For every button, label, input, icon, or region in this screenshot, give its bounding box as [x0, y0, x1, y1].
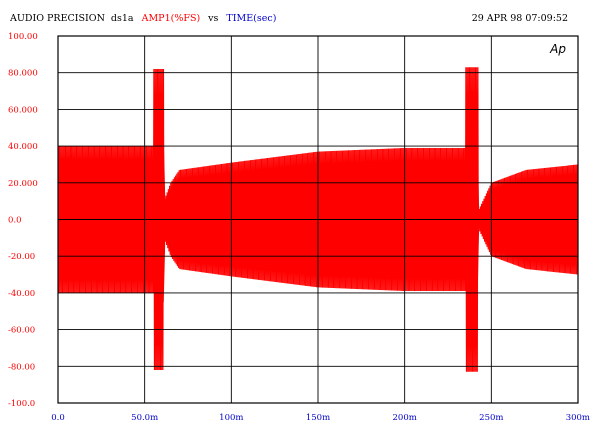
x-tick-label: 0.0 — [51, 413, 65, 423]
y-tick-label: -40.00 — [8, 289, 35, 299]
y-tick-label: 80.000 — [8, 69, 38, 79]
x-tick-label: 300m — [566, 413, 590, 423]
x-axis-tick-labels: 0.0 50.0m 100m 150m 200m 250m 300m — [51, 413, 590, 423]
chart-header: AUDIO PRECISION ds1a AMP1(%FS) vs TIME(s… — [9, 13, 568, 24]
x-tick-label: 250m — [479, 413, 503, 423]
y-tick-label: -60.00 — [8, 326, 35, 336]
plot-frame — [57, 35, 579, 404]
instrument-name: AUDIO PRECISION — [9, 13, 105, 24]
y-tick-label: -20.00 — [8, 252, 35, 262]
x-tick-label: 150m — [306, 413, 330, 423]
x-tick-label: 50.0m — [131, 413, 158, 423]
vs-label: vs — [207, 13, 218, 24]
y-tick-label: -80.00 — [8, 362, 35, 372]
y-axis-tick-labels: 100.00 80.000 60.000 40.000 20.000 0.0 -20.00 -… — [8, 32, 38, 409]
x-series-label: TIME(sec) — [226, 13, 276, 24]
y-series-label: AMP1(%FS) — [141, 13, 201, 24]
ap-logo: Ap — [549, 42, 566, 56]
x-tick-label: 100m — [219, 413, 243, 423]
y-tick-label: 40.000 — [8, 142, 38, 152]
y-tick-label: 0.0 — [8, 216, 22, 226]
y-tick-label: 100.00 — [8, 32, 38, 42]
y-tick-label: 60.000 — [8, 105, 38, 115]
x-tick-label: 200m — [393, 413, 417, 423]
y-tick-label: -100.0 — [8, 399, 35, 409]
timestamp: 29 APR 98 07:09:52 — [472, 13, 568, 24]
file-name: ds1a — [111, 13, 134, 24]
y-tick-label: 20.000 — [8, 179, 38, 189]
